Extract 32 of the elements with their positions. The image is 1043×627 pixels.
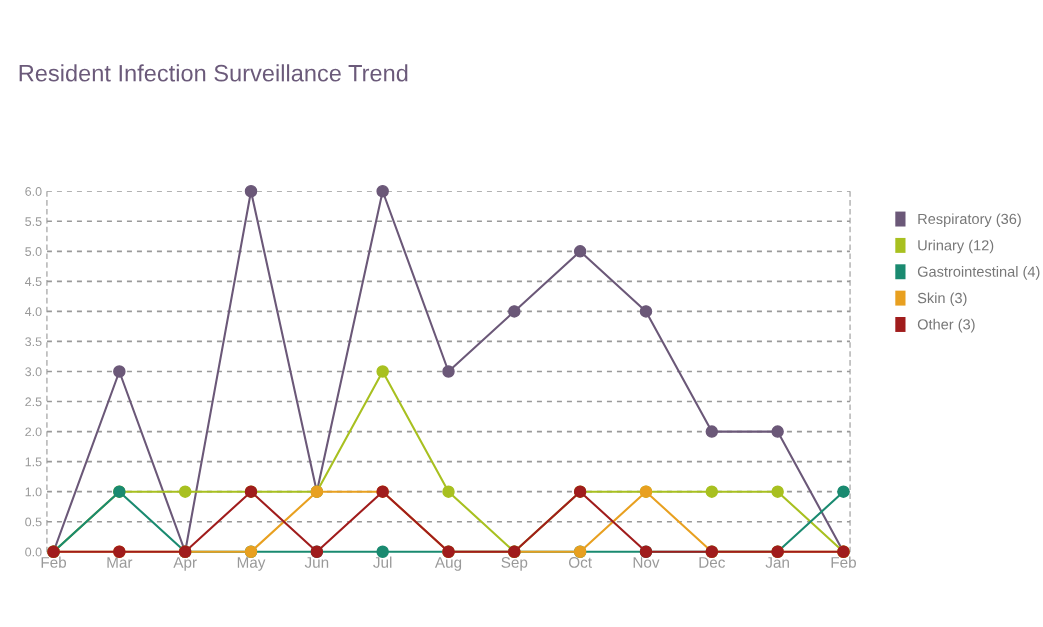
x-tick-label: Jun	[304, 557, 329, 568]
y-tick-label: 0.0	[25, 547, 42, 557]
x-tick-label: Oct	[568, 557, 592, 568]
chart-title: Resident Infection Surveillance Trend	[19, 64, 408, 82]
y-tick-label: 6.0	[25, 187, 42, 196]
legend-label: Skin (3)	[917, 292, 967, 307]
x-tick-label: Jan	[765, 557, 789, 568]
x-tick-label: Nov	[633, 557, 660, 568]
y-tick-label: 3.0	[25, 367, 42, 377]
y-tick-label: 4.5	[24, 277, 42, 287]
x-tick-label: Apr	[173, 557, 197, 571]
y-tick-label: 1.0	[25, 487, 42, 497]
y-tick-label: 2.0	[25, 427, 42, 437]
x-tick-label: Aug	[434, 557, 462, 571]
y-tick-label: 3.5	[25, 337, 42, 347]
x-tick-label: Mar	[107, 557, 133, 568]
y-tick-label: 5.0	[25, 247, 42, 256]
legend-label: Respiratory (36)	[918, 213, 1021, 227]
x-tick-label: Jul	[373, 556, 392, 568]
legend-label: Gastrointestinal (4)	[917, 266, 1040, 280]
x-tick-label: May	[237, 557, 266, 571]
y-tick-label: 2.5	[25, 397, 42, 407]
x-tick-label: Feb	[831, 556, 856, 568]
y-tick-label: 5.5	[25, 217, 42, 226]
y-tick-label: 1.5	[25, 457, 42, 467]
x-tick-label: Feb	[41, 556, 67, 568]
y-tick-label: 4.0	[24, 307, 42, 317]
x-tick-label: Dec	[699, 557, 725, 568]
x-tick-label: Sep	[501, 557, 528, 571]
legend-label: Urinary (12)	[918, 239, 994, 254]
legend-label: Other (3)	[917, 318, 975, 333]
y-tick-label: 0.5	[25, 517, 42, 527]
